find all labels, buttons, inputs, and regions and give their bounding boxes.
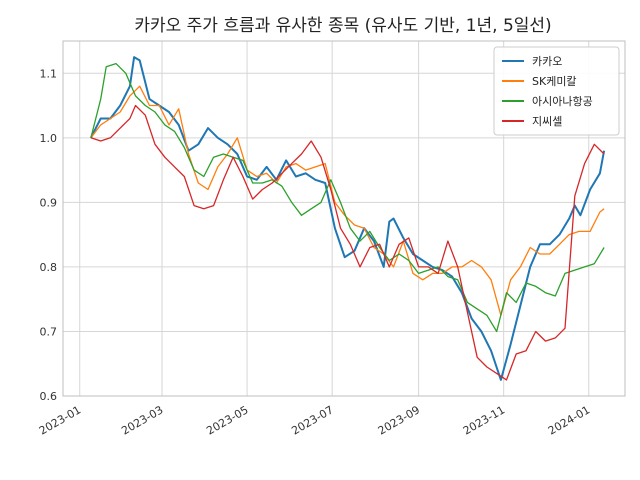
x-tick-label: 2024‑01 <box>546 403 592 437</box>
legend-label-2: SK케미칼 <box>532 75 577 88</box>
y-tick-label: 1.1 <box>40 67 58 80</box>
x-tick-label: 2023‑05 <box>204 403 250 437</box>
series-layer <box>90 56 606 381</box>
series-line-3 <box>90 62 605 333</box>
y-tick-label: 1.0 <box>40 132 58 145</box>
legend-label-3: 아시아나항공 <box>532 95 593 108</box>
series-line-4 <box>90 104 605 381</box>
x-tick-label: 2023‑03 <box>119 403 165 437</box>
y-tick-label: 0.8 <box>40 261 58 274</box>
chart-title: 카카오 주가 흐름과 유사한 종목 (유사도 기반, 1년, 5일선) <box>134 16 551 36</box>
plot-frame <box>62 40 626 397</box>
x-tick-label: 2023‑11 <box>461 403 507 437</box>
legend-label-4: 지씨셀 <box>532 115 562 128</box>
series-line-2 <box>90 85 605 316</box>
x-tick-label: 2023‑07 <box>289 403 335 437</box>
y-tick-label: 0.6 <box>40 390 58 403</box>
x-tick-label: 2023‑01 <box>37 403 83 437</box>
series-line-1 <box>90 56 606 381</box>
y-tick-label: 0.9 <box>40 196 58 209</box>
y-tick-label: 0.7 <box>40 325 58 338</box>
x-tick-label: 2023‑09 <box>376 403 422 437</box>
legend-box <box>493 46 620 136</box>
legend-label-1: 카카오 <box>532 55 562 68</box>
